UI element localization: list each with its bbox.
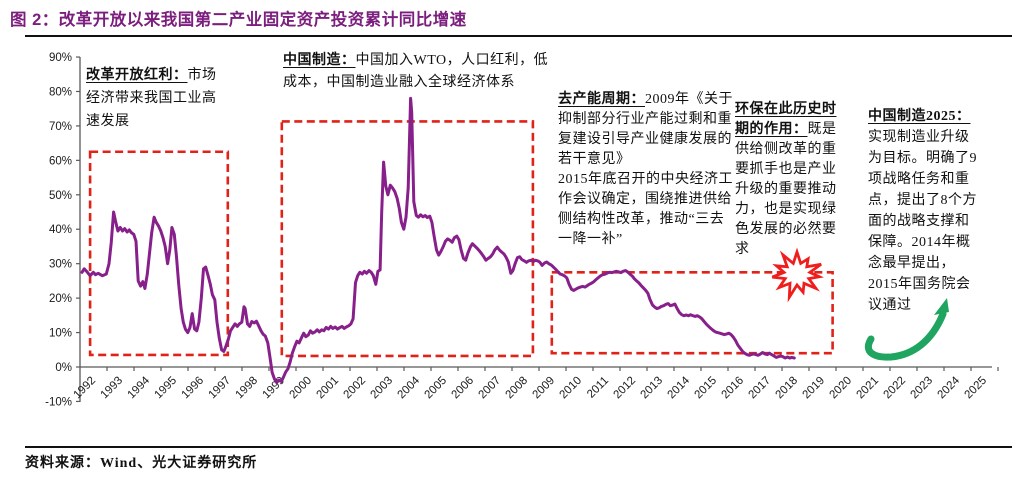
annotation-2-lead: 去产能周期： bbox=[558, 92, 645, 107]
x-tick-label: 2018 bbox=[774, 375, 801, 402]
title-divider bbox=[25, 35, 1012, 37]
x-tick-label: 2015 bbox=[693, 375, 720, 402]
x-tick-label: 2003 bbox=[369, 375, 396, 402]
annotation-0-paragraph-0: 改革开放红利：市场经济带来我国工业高速发展 bbox=[86, 68, 217, 129]
x-tick-label: 1996 bbox=[180, 375, 207, 402]
x-tick-label: 1992 bbox=[72, 375, 99, 402]
x-tick-label: 2012 bbox=[612, 375, 639, 402]
annotation-1-lead: 中国制造： bbox=[283, 53, 356, 68]
x-tick-label: 2022 bbox=[882, 375, 909, 402]
annotation-0: 改革开放红利：市场经济带来我国工业高速发展 bbox=[86, 64, 228, 133]
y-tick-label: 10% bbox=[49, 328, 72, 340]
x-tick-label: 2006 bbox=[450, 375, 477, 402]
annotation-2-paragraph-0: 去产能周期：2009年《关于抑制部分行业产能过剩和重复建设引导产业健康发展的若干… bbox=[558, 92, 733, 167]
figure-title-prefix: 图 2： bbox=[10, 11, 59, 29]
annotation-1-paragraph-0: 中国制造：中国加入WTO，人口红利，低成本，中国制造业融入全球经济体系 bbox=[283, 53, 549, 90]
x-tick-label: 2001 bbox=[315, 375, 342, 402]
x-tick-label: 2017 bbox=[747, 375, 774, 402]
x-tick-label: 2007 bbox=[477, 375, 504, 402]
y-tick-label: 40% bbox=[49, 224, 72, 236]
annotation-3: 环保在此历史时期的作用：既是供给侧改革的重要抓手也是产业升级的重要推动力，也是实… bbox=[735, 100, 847, 260]
x-tick-label: 2008 bbox=[504, 375, 531, 402]
x-tick-label: 2002 bbox=[342, 375, 369, 402]
x-tick-label: 2021 bbox=[855, 375, 882, 402]
x-tick-label: 2011 bbox=[585, 375, 611, 401]
y-tick-label: 20% bbox=[49, 293, 72, 305]
y-tick-label: 70% bbox=[49, 121, 72, 133]
annotation-3-lead: 环保在此历史时期的作用： bbox=[735, 102, 837, 137]
starburst-icon bbox=[771, 247, 824, 303]
figure-title: 图 2：改革开放以来我国第二产业固定资产投资累计同比增速 bbox=[10, 6, 467, 30]
y-tick-label: 30% bbox=[49, 259, 72, 271]
x-tick-label: 2019 bbox=[801, 375, 828, 402]
source-note: 资料来源：Wind、光大证券研究所 bbox=[25, 456, 258, 471]
x-tick-label: 2020 bbox=[828, 375, 855, 402]
x-tick-label: 1997 bbox=[207, 375, 234, 402]
y-tick-label: 60% bbox=[49, 155, 72, 167]
annotation-3-paragraph-0: 环保在此历史时期的作用：既是供给侧改革的重要抓手也是产业升级的重要推动力，也是实… bbox=[735, 102, 837, 257]
x-tick-label: 2016 bbox=[720, 375, 747, 402]
highlight-box-capacity-cut-box bbox=[550, 270, 834, 355]
y-tick-label: 80% bbox=[49, 86, 72, 98]
figure-title-text: 改革开放以来我国第二产业固定资产投资累计同比增速 bbox=[58, 11, 467, 29]
x-tick-label: 1993 bbox=[99, 375, 126, 402]
x-tick-label: 2013 bbox=[639, 375, 666, 402]
x-tick-label: 2010 bbox=[558, 375, 585, 402]
x-tick-label: 1995 bbox=[153, 375, 180, 402]
x-tick-label: 2023 bbox=[909, 375, 936, 402]
x-tick-label: 2000 bbox=[288, 375, 315, 402]
annotation-0-lead: 改革开放红利： bbox=[86, 68, 188, 83]
upturn-arrow-icon bbox=[864, 310, 947, 361]
annotation-4: 中国制造2025：实现制造业升级为目标。明确了9项战略任务和重点，提出了8个方面… bbox=[868, 106, 980, 316]
annotation-2-paragraph-1: 2015年底召开的中央经济工作会议确定，围绕推进供给侧结构性改革，推动“三去一降… bbox=[558, 172, 733, 247]
x-tick-label: 2014 bbox=[666, 374, 693, 401]
annotation-2: 去产能周期：2009年《关于抑制部分行业产能过剩和重复建设引导产业健康发展的若干… bbox=[558, 90, 738, 250]
data-line bbox=[80, 96, 796, 384]
x-tick-label: 2004 bbox=[396, 374, 423, 401]
footer-divider bbox=[25, 446, 1012, 448]
highlight-box-made-in-china-box bbox=[280, 120, 535, 358]
y-tick-label: 90% bbox=[49, 52, 72, 64]
upturn-arrow-tip-icon bbox=[934, 298, 949, 315]
highlight-box-reform-dividend-box bbox=[88, 150, 230, 357]
x-tick-label: 2005 bbox=[423, 375, 450, 402]
y-tick-label: -10% bbox=[45, 396, 72, 408]
x-tick-label: 2024 bbox=[936, 374, 963, 401]
y-tick-label: 0% bbox=[55, 362, 72, 374]
y-tick-label: 50% bbox=[49, 190, 72, 202]
x-tick-label: 1994 bbox=[126, 374, 153, 401]
annotation-4-lead: 中国制造2025： bbox=[868, 109, 971, 124]
annotation-4-paragraph-0: 中国制造2025：实现制造业升级为目标。明确了9项战略任务和重点，提出了8个方面… bbox=[868, 109, 977, 313]
annotation-1: 中国制造：中国加入WTO，人口红利，低成本，中国制造业融入全球经济体系 bbox=[283, 50, 555, 94]
x-tick-label: 2009 bbox=[531, 375, 558, 402]
x-tick-label: 2025 bbox=[963, 375, 990, 402]
x-tick-label: 1998 bbox=[234, 375, 261, 402]
